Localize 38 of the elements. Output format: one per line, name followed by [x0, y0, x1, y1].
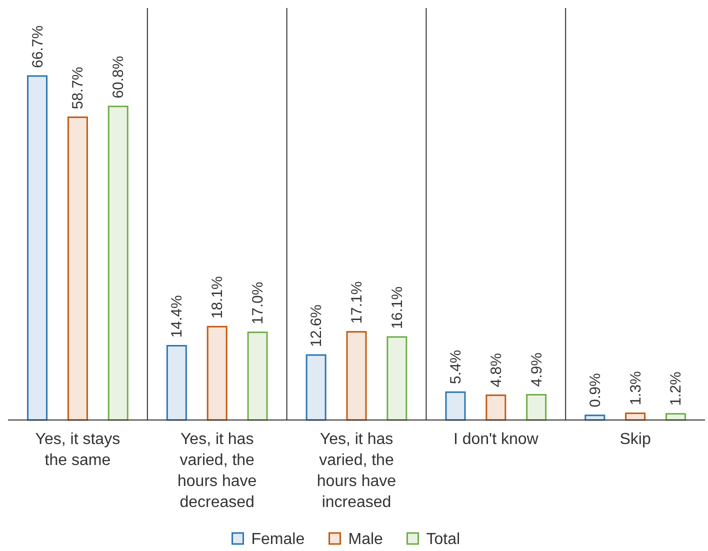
data-label: 5.4%: [447, 350, 464, 384]
data-label: 14.4%: [168, 295, 186, 338]
bar: [166, 344, 187, 421]
bar: [625, 412, 646, 421]
legend-label: Male: [348, 531, 384, 548]
data-label: 4.9%: [528, 352, 546, 387]
data-label: 0.9%: [586, 373, 604, 408]
bar: [486, 394, 506, 421]
bar: [346, 331, 367, 421]
data-label: 66.7%: [29, 25, 46, 68]
x-tick-label: Yes, it has varied, the hours have decreased: [178, 431, 257, 511]
x-tick-label: Yes, it stays the same: [35, 431, 120, 469]
data-label: 17.1%: [348, 281, 366, 324]
x-tick-label: I don't know: [453, 431, 539, 448]
bar: [206, 326, 228, 421]
data-label: 1.2%: [668, 372, 685, 406]
bar: [386, 336, 408, 421]
data-label: 4.8%: [488, 353, 505, 388]
bar: [526, 394, 547, 421]
bar: [27, 75, 48, 421]
data-label: 1.3%: [627, 371, 644, 406]
data-label: 16.1%: [388, 286, 406, 329]
data-label: 17.0%: [250, 282, 267, 324]
data-label: 58.7%: [70, 66, 87, 110]
x-tick-label: Skip: [620, 431, 651, 448]
bar: [584, 414, 606, 421]
data-label: 18.1%: [209, 276, 226, 319]
bar: [445, 391, 466, 421]
bar: [665, 413, 686, 421]
bar: [247, 332, 268, 421]
bar: [306, 354, 326, 421]
x-tick-label: Yes, it has varied, the hours have increased: [316, 431, 396, 511]
data-label: 12.6%: [308, 304, 326, 348]
data-label: 60.8%: [110, 56, 128, 98]
bar: [108, 106, 128, 421]
legend-label: Female: [251, 531, 305, 548]
legend-label: Total: [426, 531, 460, 548]
bar: [67, 116, 88, 421]
